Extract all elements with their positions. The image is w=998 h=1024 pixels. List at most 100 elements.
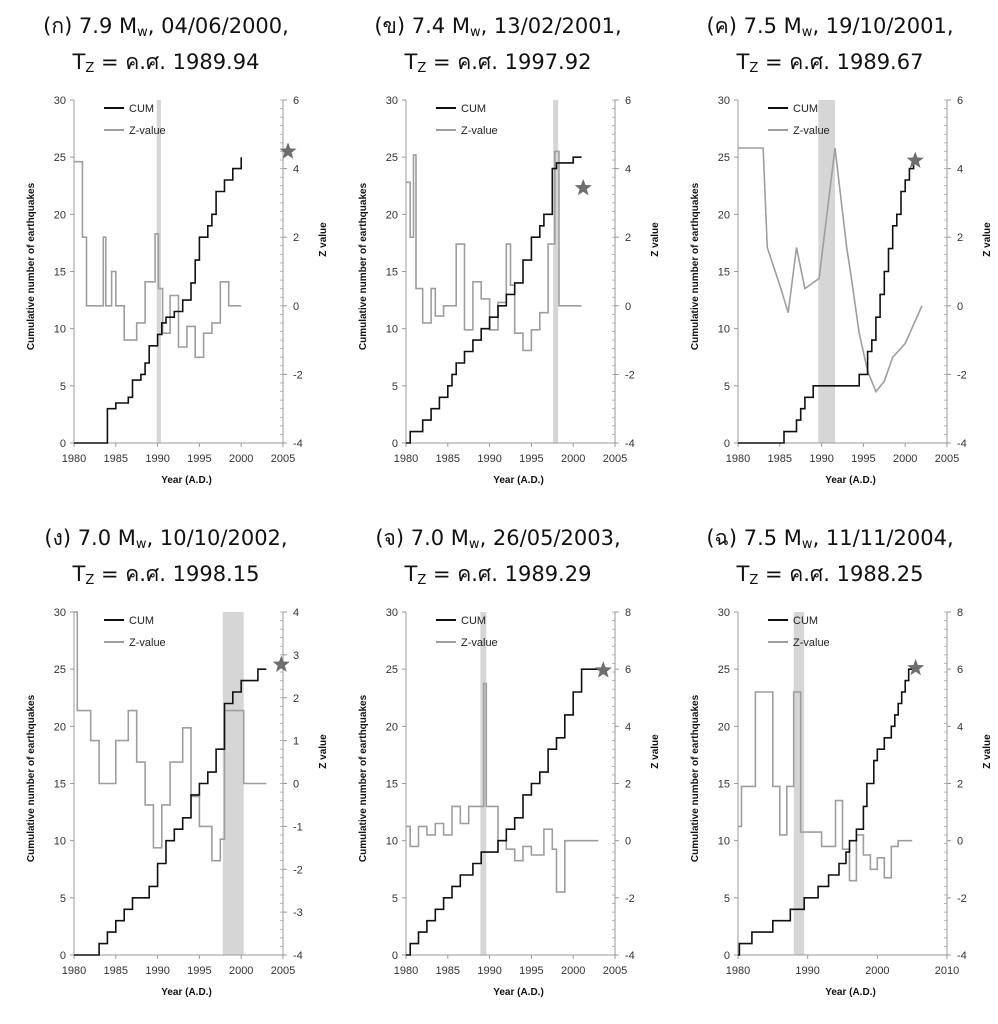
- title-subscript: w: [801, 537, 813, 552]
- y2-tick-label: 4: [625, 721, 631, 733]
- mainshock-star-icon: [594, 661, 612, 678]
- y-axis-label: Cumulative number of earthquakes: [358, 694, 369, 862]
- title-prefix: (ค) 7.5 M: [706, 14, 802, 38]
- chart-title: (ข) 7.4 Mw, 13/02/2001,: [332, 10, 664, 43]
- y2-tick-label: 6: [957, 95, 963, 107]
- x-tick-label: 1980: [394, 965, 418, 977]
- y-tick-label: 5: [724, 893, 730, 905]
- z-value-line: [406, 682, 599, 893]
- y2-tick-label: 2: [293, 232, 299, 244]
- y2-tick-label: 0: [293, 301, 299, 313]
- y-tick-label: 25: [386, 664, 398, 676]
- tz-prefix: T: [736, 562, 750, 586]
- cum-line: [74, 157, 242, 444]
- y2-tick-label: 6: [625, 95, 631, 107]
- chart-panel: (ง) 7.0 Mw, 10/10/2002, TZ = ค.ศ. 1998.15…: [0, 512, 332, 1024]
- chart-title: (ฉ) 7.5 Mw, 11/11/2004,: [664, 522, 996, 555]
- y2-tick-label: -2: [293, 864, 303, 876]
- chart-plot: 0 5 10 15 20 25 30 -4 -2 0 2 4 6 1980 1985 1990 1995 2000…: [358, 95, 661, 486]
- y2-tick-label: -4: [293, 438, 303, 450]
- z-value-line: [406, 150, 582, 352]
- x-tick-label: 1990: [477, 965, 501, 977]
- title-prefix: (จ) 7.0 M: [375, 526, 469, 550]
- title-subscript: w: [469, 25, 481, 40]
- title-prefix: (ข) 7.4 M: [374, 14, 470, 38]
- chart-plot: 0 5 10 15 20 25 30 -4 -2 0 2 4 6 1980 1985 1990 1995 2000…: [690, 95, 993, 486]
- y-tick-label: 0: [724, 438, 730, 450]
- y2-axis-label: Z value: [982, 222, 993, 257]
- x-tick-label: 2005: [603, 965, 627, 977]
- x-axis-label: Year (A.D.): [493, 475, 544, 486]
- x-tick-label: 1980: [62, 965, 86, 977]
- tz-subscript: Z: [749, 573, 759, 588]
- y-tick-label: 0: [60, 438, 66, 450]
- x-axis-label: Year (A.D.): [161, 987, 212, 998]
- x-axis-label: Year (A.D.): [161, 475, 212, 486]
- y-tick-label: 10: [718, 324, 730, 336]
- y2-tick-label: -4: [957, 438, 967, 450]
- tz-subtitle: TZ = ค.ศ. 1997.92: [332, 46, 664, 79]
- x-tick-label: 1995: [851, 453, 875, 465]
- y2-tick-label: 8: [957, 607, 963, 619]
- x-tick-label: 1985: [768, 453, 792, 465]
- mainshock-star-icon: [907, 659, 925, 676]
- title-suffix: , 10/10/2002,: [146, 526, 288, 550]
- x-tick-label: 2005: [271, 965, 295, 977]
- y-tick-label: 25: [718, 152, 730, 164]
- y-tick-label: 25: [386, 152, 398, 164]
- y-tick-label: 20: [718, 721, 730, 733]
- y2-tick-label: 4: [293, 164, 299, 176]
- x-tick-label: 1995: [187, 453, 211, 465]
- cum-line: [406, 156, 582, 444]
- y2-tick-label: 8: [625, 607, 631, 619]
- x-tick-label: 1990: [477, 453, 501, 465]
- chart-panel: (ค) 7.5 Mw, 19/10/2001, TZ = ค.ศ. 1989.67…: [664, 0, 996, 512]
- y-tick-label: 30: [386, 95, 398, 107]
- y-tick-label: 15: [386, 779, 398, 791]
- chart-panel: (จ) 7.0 Mw, 26/05/2003, TZ = ค.ศ. 1989.29…: [332, 512, 664, 1024]
- y-tick-label: 5: [60, 381, 66, 393]
- y2-tick-label: -4: [625, 438, 635, 450]
- legend-label-cum: CUM: [129, 615, 154, 627]
- y2-tick-label: 2: [625, 779, 631, 791]
- legend-label-z: Z-value: [129, 125, 166, 137]
- tz-suffix: = ค.ศ. 1989.29: [426, 562, 592, 586]
- tz-subtitle: TZ = ค.ศ. 1989.29: [332, 558, 664, 591]
- x-tick-label: 1990: [795, 965, 819, 977]
- cum-line: [406, 668, 599, 956]
- mainshock-star-icon: [574, 179, 592, 196]
- x-tick-label: 2000: [561, 965, 585, 977]
- y2-tick-label: 0: [957, 301, 963, 313]
- legend-label-z: Z-value: [793, 125, 830, 137]
- y-tick-label: 0: [392, 438, 398, 450]
- x-tick-label: 2010: [935, 965, 959, 977]
- cum-line: [74, 668, 267, 956]
- cum-line: [738, 157, 915, 444]
- y-tick-label: 20: [54, 721, 66, 733]
- tz-subscript: Z: [417, 61, 427, 76]
- y2-tick-label: 6: [957, 664, 963, 676]
- tz-subscript: Z: [85, 573, 95, 588]
- y2-tick-label: 4: [957, 164, 963, 176]
- legend-label-cum: CUM: [461, 615, 486, 627]
- y2-tick-label: 4: [293, 607, 299, 619]
- x-axis-label: Year (A.D.): [493, 987, 544, 998]
- y2-tick-label: -4: [957, 950, 967, 962]
- y2-tick-label: -2: [293, 369, 303, 381]
- chart-plot: 0 5 10 15 20 25 30 -4 -2 0 2 4 6 8 1980 1985 1990 1995 200…: [358, 607, 661, 998]
- x-tick-label: 2000: [229, 453, 253, 465]
- legend-label-cum: CUM: [793, 615, 818, 627]
- y-axis-label: Cumulative number of earthquakes: [26, 182, 37, 350]
- y2-tick-label: 0: [293, 779, 299, 791]
- tz-suffix: = ค.ศ. 1998.15: [94, 562, 260, 586]
- y2-tick-label: 4: [625, 164, 631, 176]
- title-subscript: w: [801, 25, 813, 40]
- y2-tick-label: -2: [957, 369, 967, 381]
- y-tick-label: 30: [718, 607, 730, 619]
- y-tick-label: 10: [54, 324, 66, 336]
- y-tick-label: 15: [54, 779, 66, 791]
- chart-panel: (ฉ) 7.5 Mw, 11/11/2004, TZ = ค.ศ. 1988.25…: [664, 512, 996, 1024]
- x-tick-label: 1985: [104, 453, 128, 465]
- y-tick-label: 10: [386, 324, 398, 336]
- y-tick-label: 10: [54, 836, 66, 848]
